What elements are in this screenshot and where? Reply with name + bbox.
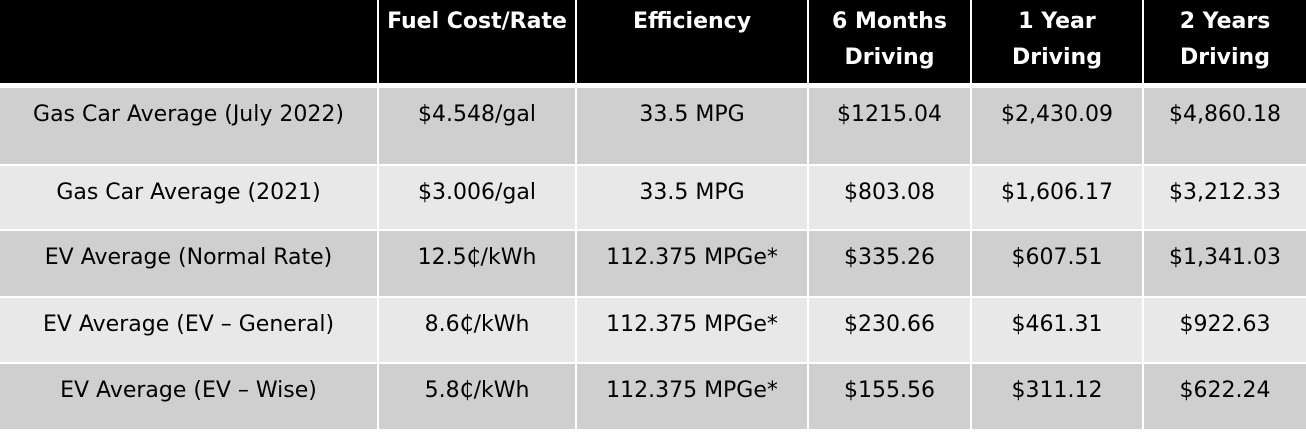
table-row: EV Average (EV – General) 8.6₵/kWh 112.3… xyxy=(0,296,1306,362)
fuel-cost-cell: $4.548/gal xyxy=(377,88,575,164)
header-cell-empty xyxy=(0,0,377,88)
fuel-cost-cell: 12.5₵/kWh xyxy=(377,229,575,296)
table-row: EV Average (EV – Wise) 5.8₵/kWh 112.375 … xyxy=(0,362,1306,429)
header-line-2: Driving xyxy=(1180,45,1270,70)
header-line-1: Fuel Cost/Rate xyxy=(387,9,567,34)
one-year-cell: $311.12 xyxy=(970,362,1142,429)
header-cell-efficiency: Efficiency xyxy=(575,0,807,88)
one-year-cell: $1,606.17 xyxy=(970,164,1142,229)
row-label-cell: EV Average (EV – General) xyxy=(0,296,377,362)
one-year-cell: $2,430.09 xyxy=(970,88,1142,164)
row-label-cell: EV Average (Normal Rate) xyxy=(0,229,377,296)
header-line-1: 2 Years xyxy=(1179,9,1271,34)
two-years-cell: $1,341.03 xyxy=(1142,229,1306,296)
table-row: EV Average (Normal Rate) 12.5₵/kWh 112.3… xyxy=(0,229,1306,296)
table-row: Gas Car Average (July 2022) $4.548/gal 3… xyxy=(0,88,1306,164)
header-line-1: 1 Year xyxy=(1018,9,1096,34)
header-cell-6-months: 6 Months Driving xyxy=(807,0,970,88)
six-months-cell: $1215.04 xyxy=(807,88,970,164)
table-body: Gas Car Average (July 2022) $4.548/gal 3… xyxy=(0,88,1306,429)
table-row: Gas Car Average (2021) $3.006/gal 33.5 M… xyxy=(0,164,1306,229)
row-label-cell: Gas Car Average (2021) xyxy=(0,164,377,229)
header-line-2: Driving xyxy=(1012,45,1102,70)
fuel-cost-cell: $3.006/gal xyxy=(377,164,575,229)
six-months-cell: $230.66 xyxy=(807,296,970,362)
six-months-cell: $335.26 xyxy=(807,229,970,296)
six-months-cell: $155.56 xyxy=(807,362,970,429)
efficiency-cell: 33.5 MPG xyxy=(575,164,807,229)
fuel-cost-comparison-table: Fuel Cost/Rate Efficiency 6 Months Drivi… xyxy=(0,0,1306,429)
header-row: Fuel Cost/Rate Efficiency 6 Months Drivi… xyxy=(0,0,1306,88)
efficiency-cell: 112.375 MPGe* xyxy=(575,229,807,296)
header-cell-1-year: 1 Year Driving xyxy=(970,0,1142,88)
two-years-cell: $622.24 xyxy=(1142,362,1306,429)
header-line-1: 6 Months xyxy=(832,9,947,34)
two-years-cell: $922.63 xyxy=(1142,296,1306,362)
six-months-cell: $803.08 xyxy=(807,164,970,229)
row-label-cell: EV Average (EV – Wise) xyxy=(0,362,377,429)
header-line-2: Driving xyxy=(844,45,935,70)
two-years-cell: $4,860.18 xyxy=(1142,88,1306,164)
header-cell-fuel-cost: Fuel Cost/Rate xyxy=(377,0,575,88)
one-year-cell: $607.51 xyxy=(970,229,1142,296)
efficiency-cell: 112.375 MPGe* xyxy=(575,296,807,362)
header-cell-2-years: 2 Years Driving xyxy=(1142,0,1306,88)
fuel-cost-cell: 5.8₵/kWh xyxy=(377,362,575,429)
row-label-cell: Gas Car Average (July 2022) xyxy=(0,88,377,164)
table-header: Fuel Cost/Rate Efficiency 6 Months Drivi… xyxy=(0,0,1306,88)
efficiency-cell: 112.375 MPGe* xyxy=(575,362,807,429)
two-years-cell: $3,212.33 xyxy=(1142,164,1306,229)
header-line-1: Efficiency xyxy=(632,9,752,34)
one-year-cell: $461.31 xyxy=(970,296,1142,362)
efficiency-cell: 33.5 MPG xyxy=(575,88,807,164)
fuel-cost-cell: 8.6₵/kWh xyxy=(377,296,575,362)
